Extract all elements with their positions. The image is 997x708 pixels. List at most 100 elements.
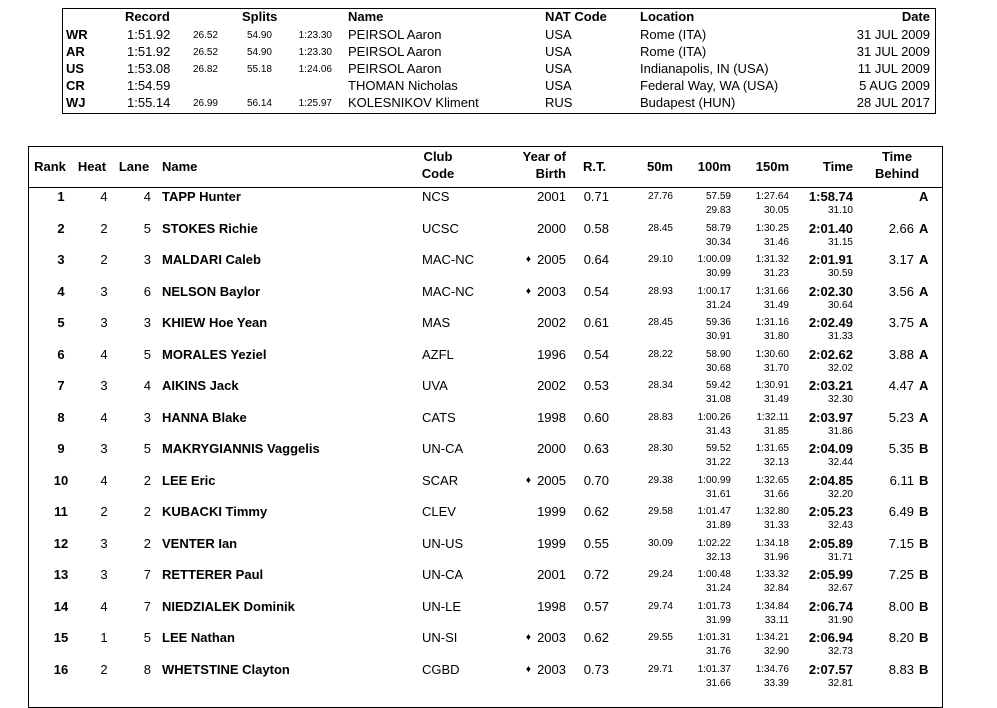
record-name: THOMAN Nicholas (348, 78, 458, 93)
time-behind: 5.35 (888, 441, 914, 456)
swimmer-name: KHIEW Hoe Yean (162, 315, 268, 330)
split-50: 28.83 (647, 411, 673, 423)
split-100: 59.36 (705, 317, 731, 328)
lap-split: 31.66 (705, 677, 731, 689)
header-rank: Rank (34, 159, 66, 174)
split-50: 28.34 (647, 380, 673, 391)
lane: 5 (143, 441, 151, 456)
final-time: 2:07.57 (808, 661, 853, 677)
record-split: 54.90 (246, 30, 272, 41)
header-lane: Lane (118, 159, 150, 174)
lap-split: 31.15 (827, 236, 853, 248)
reaction-time: 0.58 (583, 220, 609, 236)
club-code: NCS (422, 189, 450, 204)
record-split: 1:23.30 (298, 30, 332, 41)
final-time: 2:02.62 (808, 346, 853, 362)
record-split: 1:25.97 (298, 98, 332, 109)
split-150: 1:33.32 (755, 569, 789, 580)
lap-split: 32.13 (705, 551, 731, 563)
reaction-time: 0.54 (583, 346, 609, 362)
split-100: 1:00.26 (697, 411, 731, 423)
record-name: KOLESNIKOV Kliment (348, 95, 479, 110)
lap-split: 33.39 (763, 677, 789, 689)
rank: 14 (53, 598, 69, 614)
junior-mark: ♦ (525, 254, 531, 265)
time-behind: 3.75 (888, 315, 914, 330)
record-nat: RUS (545, 95, 573, 110)
record-split: 55.18 (246, 64, 272, 75)
lap-split: 31.22 (705, 457, 731, 468)
final-time: 2:04.85 (808, 472, 853, 488)
record-location: Rome (ITA) (640, 27, 707, 42)
year-of-birth: 1996 (537, 346, 566, 362)
lap-split: 31.43 (705, 425, 731, 437)
swimmer-name: LEE Eric (162, 472, 216, 488)
rank: 16 (53, 661, 69, 677)
rank: 3 (57, 252, 65, 267)
record-date: 31 JUL 2009 (856, 27, 930, 42)
junior-mark: ♦ (525, 474, 531, 486)
lane: 4 (143, 189, 151, 204)
heat: 3 (100, 535, 108, 551)
qualifier: B (919, 567, 929, 582)
lap-split: 31.89 (705, 520, 731, 531)
club-code: UN-SI (422, 630, 458, 645)
club-code: CLEV (422, 504, 456, 519)
time-behind: 8.83 (888, 661, 914, 677)
split-100: 1:00.99 (697, 474, 731, 486)
club-code: UN-CA (422, 567, 464, 582)
heat: 3 (100, 378, 108, 393)
split-150: 1:32.80 (755, 506, 789, 517)
club-code: MAC-NC (422, 283, 474, 299)
rank: 2 (57, 220, 65, 236)
header-yob: Birth (535, 166, 566, 181)
qualifier: B (919, 472, 929, 488)
record-time: 1:54.59 (127, 78, 171, 93)
record-nat: USA (545, 78, 572, 93)
split-100: 1:01.31 (697, 632, 731, 643)
lane: 8 (143, 661, 151, 677)
lap-split: 31.86 (827, 425, 853, 437)
qualifier: B (919, 598, 929, 614)
qualifier: A (919, 220, 929, 236)
split-150: 1:32.11 (756, 411, 789, 423)
rank: 5 (57, 315, 65, 330)
split-50: 30.09 (647, 537, 673, 549)
year-of-birth: 1998 (537, 409, 566, 425)
split-150: 1:34.76 (755, 663, 789, 675)
final-time: 2:06.74 (808, 598, 853, 614)
final-time: 2:01.40 (808, 220, 853, 236)
record-time: 1:51.92 (127, 27, 171, 42)
club-code: AZFL (422, 346, 454, 362)
split-150: 1:27.64 (755, 191, 789, 202)
time-behind: 6.49 (888, 504, 914, 519)
rank: 10 (53, 472, 69, 488)
heat: 2 (100, 252, 108, 267)
heat: 2 (100, 220, 108, 236)
heat: 2 (100, 661, 108, 677)
split-100: 1:01.37 (697, 663, 731, 675)
header-behind: Time (881, 149, 913, 164)
rank: 7 (57, 378, 65, 393)
year-of-birth: 2003 (537, 630, 566, 645)
record-code: WR (66, 27, 88, 42)
record-location: Budapest (HUN) (640, 95, 736, 110)
split-150: 1:32.65 (755, 474, 789, 486)
lane: 6 (143, 283, 151, 299)
lap-split: 31.23 (763, 268, 789, 279)
split-150: 1:31.16 (755, 317, 789, 328)
club-code: SCAR (422, 472, 459, 488)
reaction-time: 0.61 (583, 315, 609, 330)
lap-split: 31.10 (827, 205, 853, 216)
reaction-time: 0.63 (583, 441, 609, 456)
header-150m: 150m (755, 159, 789, 174)
split-150: 1:30.91 (755, 380, 789, 391)
qualifier: A (919, 346, 929, 362)
split-150: 1:30.25 (755, 222, 789, 234)
lane: 3 (143, 409, 151, 425)
header-date: Date (901, 9, 930, 24)
lap-split: 30.68 (705, 362, 731, 374)
swimmer-name: HANNA Blake (162, 409, 247, 425)
club-code: UN-US (422, 535, 464, 551)
header-club: Club (423, 149, 453, 164)
